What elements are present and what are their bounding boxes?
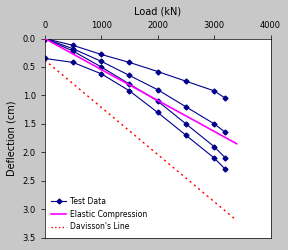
X-axis label: Load (kN): Load (kN) xyxy=(134,7,181,17)
Legend: Test Data, Elastic Compression, Davisson's Line: Test Data, Elastic Compression, Davisson… xyxy=(49,194,149,234)
Y-axis label: Deflection (cm): Deflection (cm) xyxy=(7,100,17,176)
